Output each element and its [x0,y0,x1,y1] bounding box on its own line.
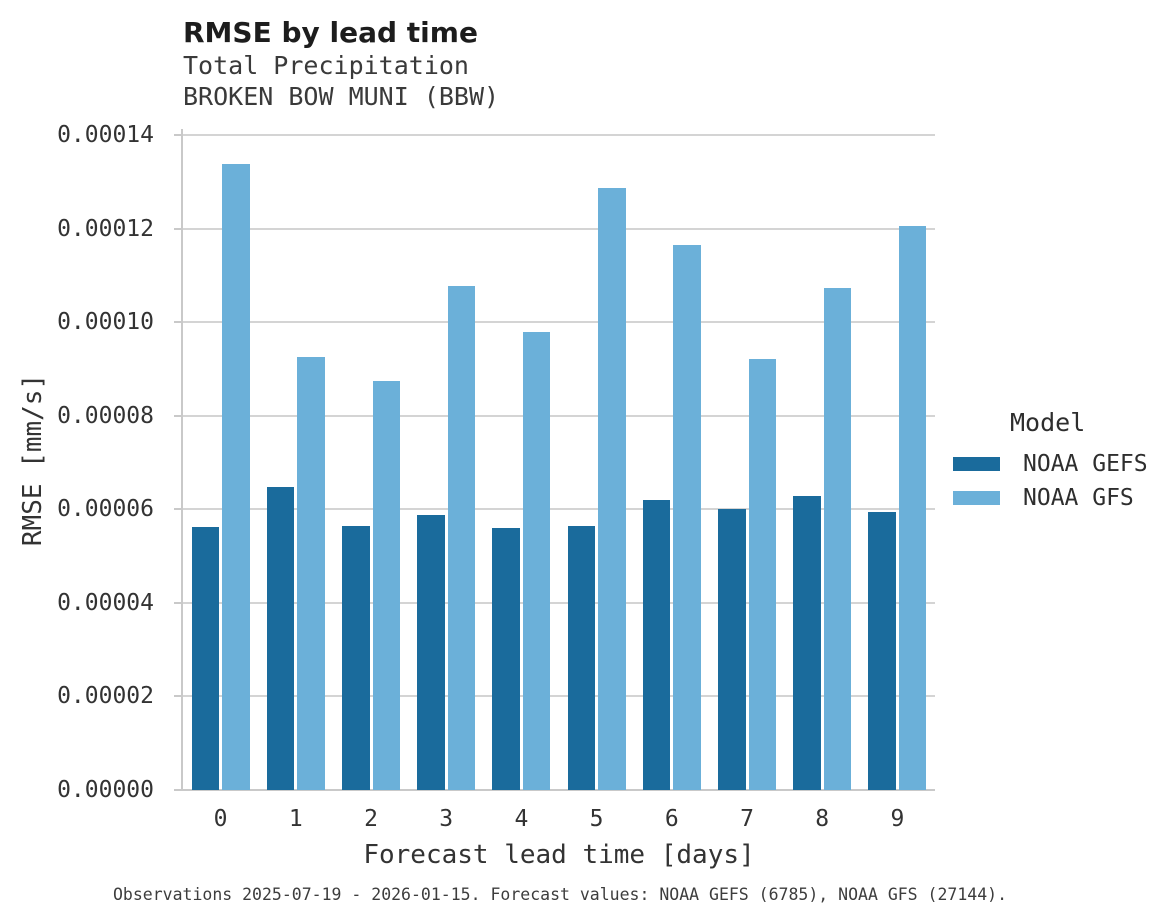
gridline [183,134,935,136]
x-tick-label: 2 [364,806,378,832]
y-axis-title: RMSE [mm/s] [18,373,48,547]
bar-noaa-gfs-day-6 [673,244,701,790]
bar-noaa-gefs-day-4 [492,527,520,790]
y-tick [174,695,183,698]
legend-label: NOAA GFS [1023,485,1134,511]
bar-noaa-gfs-day-8 [823,288,852,790]
plot-area: Forecast lead time [days] 0.00000 0.00002… [57,124,935,870]
bar-noaa-gfs-day-1 [297,357,325,790]
bar-noaa-gfs-day-9 [898,225,927,790]
chart-subtitle-line2: BROKEN BOW MUNI (BBW) [183,82,500,111]
legend-entry-noaa-gefs: NOAA GEFS [953,447,1173,481]
x-axis-title: Forecast lead time [days] [363,840,755,870]
x-tick-label: 7 [740,806,754,832]
gridline [183,321,935,324]
bar-noaa-gefs-day-3 [417,514,445,790]
x-tick-label: 9 [890,806,905,832]
x-tick-label: 5 [589,806,604,832]
gridline [183,227,935,230]
y-tick [174,134,183,136]
y-tick [174,321,183,324]
bar-noaa-gefs-day-2 [342,525,370,790]
legend-title: Model [1010,408,1086,437]
bar-noaa-gefs-day-5 [567,525,596,790]
x-tick-label: 4 [514,806,529,832]
legend-swatch [953,457,1000,471]
gridline [183,414,935,417]
bar-noaa-gefs-day-6 [642,499,671,790]
bar-noaa-gfs-day-0 [222,164,250,790]
legend-label: NOAA GEFS [1023,451,1148,477]
y-tick [174,789,183,791]
chart-subtitle: Total Precipitation BROKEN BOW MUNI (BBW) [183,50,499,112]
y-axis-line [181,129,183,790]
gridline [183,508,935,511]
gridline [183,695,935,698]
x-tick-label: 0 [213,806,228,832]
bar-noaa-gefs-day-1 [266,487,295,790]
legend-entry-noaa-gfs: NOAA GFS [953,481,1173,515]
bar-noaa-gefs-day-9 [868,512,896,790]
x-tick-label: 1 [288,806,303,832]
bar-noaa-gfs-day-7 [748,358,776,790]
bar-noaa-gfs-day-3 [447,285,476,790]
y-tick [174,508,183,511]
legend: Model NOAA GEFS NOAA GFS [953,408,1173,515]
x-tick-label: 6 [664,806,679,832]
x-tick-label: 8 [815,806,830,832]
x-tick-label: 3 [439,806,454,832]
footer-caption: Observations 2025-07-19 - 2026-01-15. Fo… [112,885,1008,904]
gridline [183,601,935,604]
x-axis-line [181,789,935,791]
chart-subtitle-line1: Total Precipitation [183,51,469,80]
bar-noaa-gefs-day-8 [793,496,821,790]
y-tick [174,227,183,230]
bar-noaa-gfs-day-2 [372,381,400,790]
bar-noaa-gfs-day-5 [598,187,626,790]
y-tick [174,414,183,417]
legend-swatch [953,491,1000,505]
chart-title: RMSE by lead time [183,16,478,49]
y-tick [174,601,183,604]
bar-noaa-gefs-day-7 [718,508,746,790]
bar-noaa-gfs-day-4 [522,331,551,790]
bar-noaa-gefs-day-0 [191,526,220,790]
